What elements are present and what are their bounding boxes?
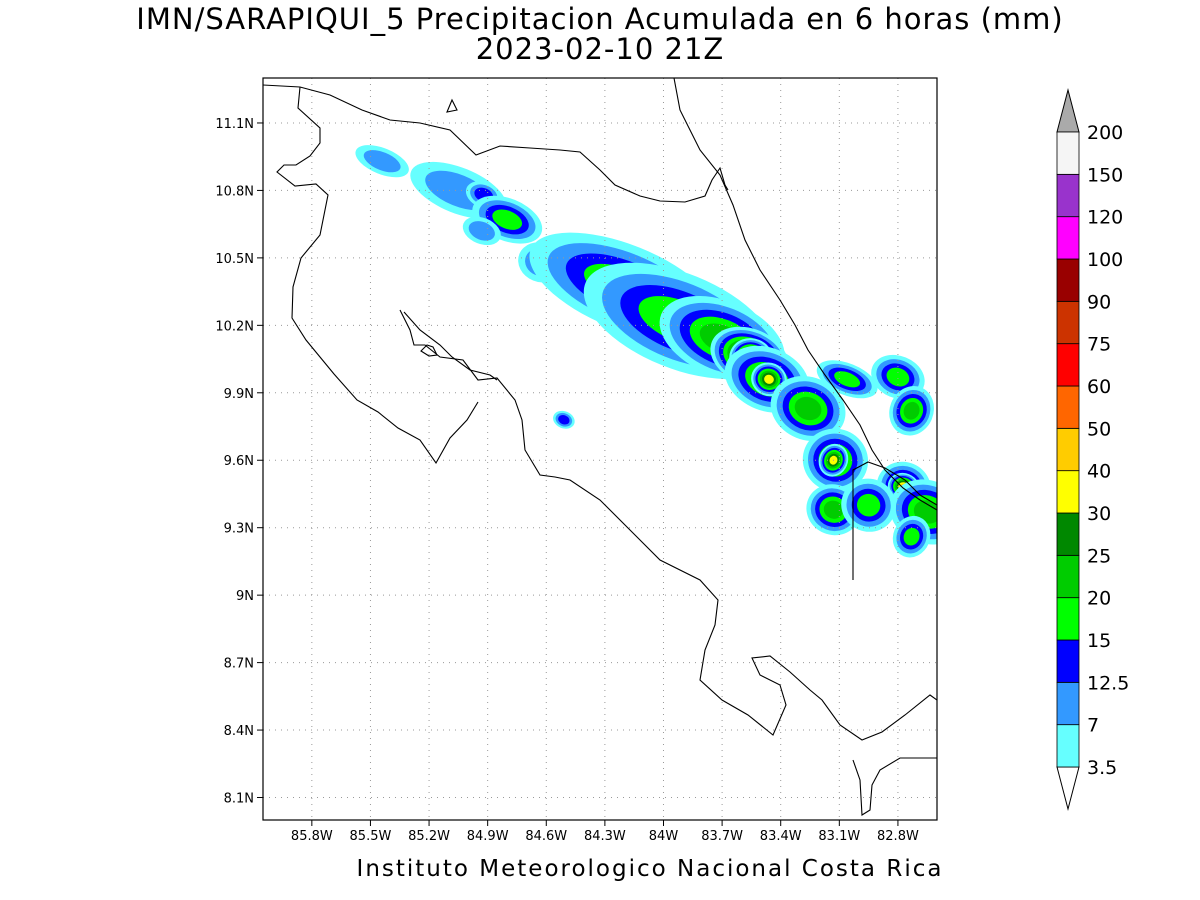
lon-tick-label: 84.6W bbox=[525, 829, 567, 844]
legend-swatch bbox=[1056, 470, 1080, 514]
precip-contour bbox=[823, 500, 844, 519]
precip-contour bbox=[363, 150, 401, 173]
legend-level-label: 200 bbox=[1087, 122, 1123, 144]
precip-contour bbox=[558, 415, 570, 425]
lon-tick-label: 84.9W bbox=[467, 829, 509, 844]
lat-tick-label: 9N bbox=[236, 589, 254, 604]
legend-swatch bbox=[1056, 681, 1080, 726]
footer-credit: Instituto Meteorologico Nacional Costa R… bbox=[356, 856, 944, 882]
lat-tick-label: 9.6N bbox=[224, 454, 254, 469]
lat-tick-label: 9.3N bbox=[224, 522, 254, 537]
legend-level-label: 25 bbox=[1087, 545, 1111, 567]
panama-border bbox=[852, 461, 937, 580]
legend-level-label: 60 bbox=[1087, 376, 1111, 398]
legend-level-label: 12.5 bbox=[1087, 672, 1129, 694]
lat-tick-label: 10.8N bbox=[215, 184, 254, 199]
legend-swatch bbox=[1056, 173, 1080, 218]
legend-level-label: 20 bbox=[1087, 588, 1111, 610]
lon-tick-label: 85.5W bbox=[350, 829, 392, 844]
legend-level-label: 50 bbox=[1087, 418, 1111, 440]
legend-swatch bbox=[1056, 427, 1080, 472]
nicoya-gulf-shore bbox=[403, 311, 498, 381]
lon-tick-label: 83.4W bbox=[760, 829, 802, 844]
grid-lines bbox=[263, 78, 937, 820]
island-north bbox=[446, 98, 458, 113]
legend-swatch bbox=[1056, 512, 1080, 556]
legend-level-label: 15 bbox=[1087, 630, 1111, 652]
lat-tick-label: 10.5N bbox=[215, 252, 254, 267]
precip-contour bbox=[834, 371, 861, 388]
legend-swatch bbox=[1056, 216, 1080, 260]
lat-tick-label: 8.7N bbox=[224, 657, 254, 672]
lon-tick-label: 85.2W bbox=[408, 829, 450, 844]
legend-level-label: 75 bbox=[1087, 334, 1111, 356]
chart-subtitle: 2023-02-10 21Z bbox=[475, 32, 725, 66]
legend-level-label: 150 bbox=[1087, 164, 1123, 186]
legend-level-label: 30 bbox=[1087, 503, 1111, 525]
nicoya-peninsula bbox=[399, 309, 937, 741]
legend-level-label: 3.5 bbox=[1087, 757, 1117, 779]
legend-swatch bbox=[1056, 554, 1080, 599]
northern-coast bbox=[263, 84, 729, 203]
legend-level-label: 90 bbox=[1087, 291, 1111, 313]
legend-swatch bbox=[1056, 385, 1080, 429]
precip-contour bbox=[764, 374, 774, 384]
legend-swatch bbox=[1056, 639, 1080, 683]
precip-contour bbox=[856, 493, 881, 517]
axis-ticks: 85.8W 85.5W 85.2W 84.9W 84.6W 84.3W 84W 83.7W 83… bbox=[215, 117, 919, 844]
lat-tick-label: 9.9N bbox=[224, 387, 254, 402]
legend-swatch bbox=[1056, 300, 1080, 345]
coastline-layer bbox=[263, 78, 937, 816]
lat-tick-label: 11.1N bbox=[215, 117, 254, 132]
legend-swatch bbox=[1056, 131, 1080, 175]
precip-contour bbox=[492, 209, 523, 230]
caribbean-coast bbox=[673, 78, 937, 511]
chart-title: IMN/SARAPIQUI_5 Precipitacion Acumulada … bbox=[136, 2, 1064, 36]
lon-tick-label: 83.1W bbox=[818, 829, 860, 844]
legend-level-label: 100 bbox=[1087, 249, 1123, 271]
precip-contour bbox=[903, 401, 920, 420]
map-frame bbox=[262, 77, 938, 821]
precip-contour bbox=[468, 221, 495, 241]
precip-contour bbox=[794, 396, 822, 421]
lon-tick-label: 85.8W bbox=[291, 829, 333, 844]
island bbox=[420, 344, 438, 357]
southern-tip bbox=[852, 757, 937, 816]
legend-level-label: 40 bbox=[1087, 461, 1111, 483]
lon-tick-label: 82.8W bbox=[877, 829, 919, 844]
lon-tick-label: 84W bbox=[649, 829, 679, 844]
legend-swatch bbox=[1056, 343, 1080, 387]
legend-level-label: 7 bbox=[1087, 715, 1099, 737]
lon-tick-label: 84.3W bbox=[584, 829, 626, 844]
lat-tick-label: 8.4N bbox=[224, 724, 254, 739]
precip-contour bbox=[903, 527, 920, 546]
lat-tick-label: 8.1N bbox=[224, 792, 254, 807]
legend-swatch bbox=[1056, 258, 1080, 302]
nicaragua-border bbox=[276, 86, 479, 465]
legend-level-label: 120 bbox=[1087, 207, 1123, 229]
lat-tick-label: 10.2N bbox=[215, 319, 254, 334]
precip-contour bbox=[886, 367, 910, 387]
color-legend: 3.5 7 12.5 15 20 25 30 40 50 60 75 90 100 120 150 200 bbox=[1056, 88, 1129, 811]
legend-swatch bbox=[1056, 724, 1080, 768]
legend-swatch bbox=[1056, 597, 1080, 641]
lon-tick-label: 83.7W bbox=[701, 829, 743, 844]
precipitation-layer bbox=[355, 145, 937, 558]
legend-under-arrow bbox=[1056, 766, 1080, 811]
legend-over-arrow bbox=[1056, 88, 1080, 133]
